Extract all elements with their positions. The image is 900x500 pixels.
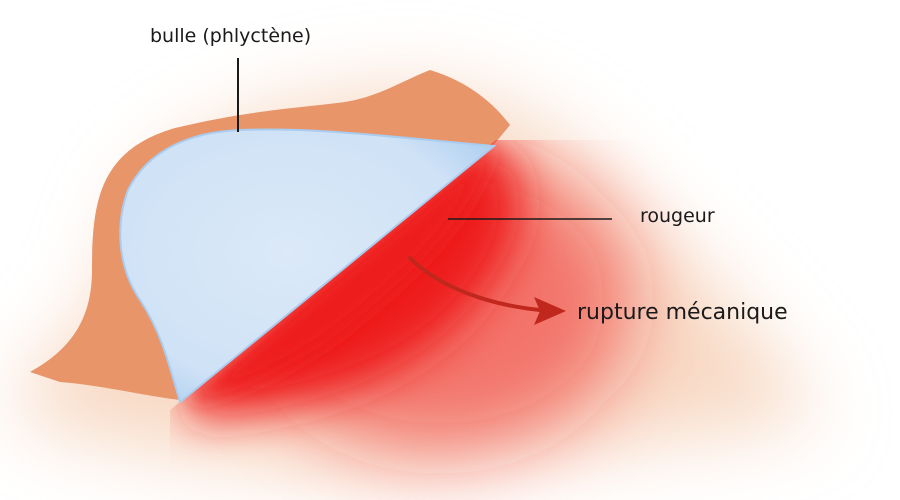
blister xyxy=(119,128,497,404)
rupture-arrow-head xyxy=(534,297,566,325)
rupture-arrow-shaft xyxy=(408,256,542,312)
redness-label: rougeur xyxy=(640,205,715,227)
blister-label: bulle (phlyctène) xyxy=(150,25,312,47)
rupture-label: rupture mécanique xyxy=(577,300,788,325)
